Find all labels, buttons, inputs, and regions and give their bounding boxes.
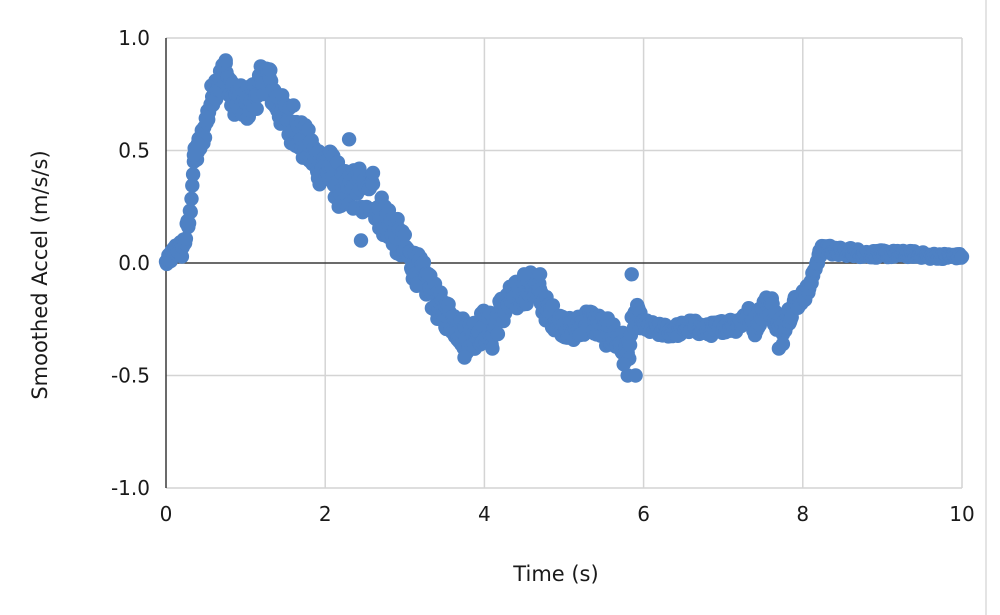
x-tick-label: 10 [949,502,974,526]
x-tick-label: 8 [796,502,809,526]
data-point [954,249,970,264]
data-point [183,204,198,220]
data-point [341,132,357,147]
data-point [186,147,202,163]
x-tick-label: 2 [319,502,332,526]
data-point [185,167,201,182]
data-point [416,255,432,270]
x-tick-label: 6 [637,502,650,526]
data-point [775,336,791,352]
y-tick-label: 0.0 [118,251,150,275]
data-point [353,233,369,248]
data-point [545,298,561,313]
data-point [365,165,381,181]
data-point [218,53,233,68]
data-point [286,98,301,113]
data-point [616,357,631,372]
x-tick-label: 0 [160,502,173,526]
data-point [397,227,412,242]
y-axis-title: Smoothed Accel (m/s/s) [28,150,52,399]
data-point [249,101,264,117]
y-tick-label: -1.0 [111,476,150,500]
data-point [517,267,532,282]
y-tick-label: 1.0 [118,26,150,50]
tick-labels: 0 2 4 6 8 10 -1.0 -0.5 0.0 0.5 1.0 [111,26,975,526]
data-point [178,231,194,246]
data-point [628,368,643,383]
data-point [624,267,639,282]
data-point [190,136,205,151]
data-series [158,53,970,383]
data-point [262,62,277,77]
x-axis-title: Time (s) [512,562,598,586]
data-point [457,350,472,365]
data-point [490,326,506,342]
data-point [572,327,588,343]
data-point [184,191,199,206]
y-tick-label: 0.5 [118,139,150,163]
data-point [421,267,436,282]
data-point [185,178,200,193]
data-point [365,176,381,192]
data-point [532,267,548,282]
adjacent-sheet-edge [985,0,1000,615]
y-tick-label: -0.5 [111,364,150,388]
data-point [181,216,197,231]
data-point [485,341,500,356]
x-tick-label: 4 [478,502,491,526]
